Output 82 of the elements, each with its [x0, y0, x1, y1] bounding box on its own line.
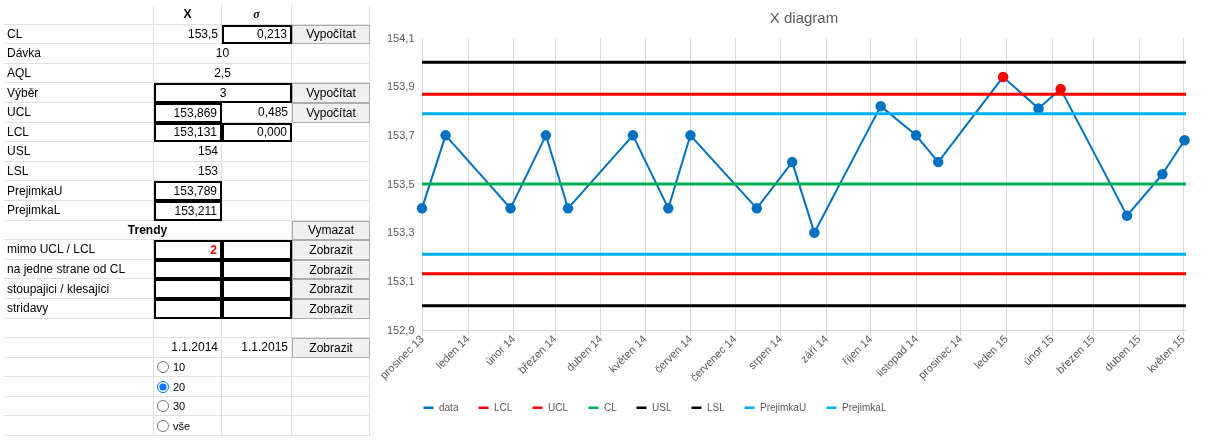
point	[562, 203, 574, 214]
y-tick-label: 153,5	[386, 177, 415, 190]
text: 154	[154, 142, 222, 162]
text: 10	[154, 44, 292, 64]
text: Výběr	[4, 83, 154, 103]
y-tick-label: 152,9	[386, 323, 415, 336]
text: UCL	[4, 102, 154, 123]
legend-label: USL	[652, 401, 672, 413]
text: PrejimkaL	[4, 200, 154, 221]
text: 20	[172, 380, 186, 393]
text: Vymazat	[292, 220, 370, 241]
text: 1.1.2015	[222, 338, 292, 358]
text: 153,869	[154, 102, 222, 123]
text: Zobrazit	[292, 240, 370, 260]
y-tick-label: 153,9	[386, 80, 415, 93]
text: Zobrazit	[292, 298, 370, 319]
legend-label: PrejimkaU	[760, 401, 807, 413]
point	[685, 130, 696, 141]
point	[440, 130, 451, 141]
text: 0,213	[222, 24, 292, 45]
text: Vypočítat	[292, 83, 370, 103]
text: X	[154, 5, 222, 25]
text: Vypočítat	[292, 102, 370, 123]
point	[1121, 210, 1133, 221]
text: Vypočítat	[292, 24, 370, 45]
legend-label: LCL	[494, 401, 513, 413]
point	[416, 203, 428, 214]
text: 2,5	[154, 63, 292, 84]
legend-label: data	[439, 401, 459, 413]
y-tick-label: 154,1	[386, 31, 415, 44]
text: LSL	[4, 161, 154, 182]
text: LCL	[4, 122, 154, 143]
text: 0,485	[222, 102, 292, 123]
point	[1157, 169, 1168, 180]
y-tick-label: 153,3	[386, 226, 415, 239]
text: 10	[172, 360, 186, 373]
y-tick-label: 153,7	[386, 128, 415, 141]
text: Zobrazit	[292, 279, 370, 299]
text: USL	[4, 142, 154, 162]
text: 153,5	[154, 24, 222, 45]
text: vše	[172, 419, 191, 432]
text: mimo UCL / LCL	[4, 240, 154, 260]
text: 153	[154, 161, 222, 182]
text: 153,131	[154, 122, 222, 143]
text: stoupajici / klesajici	[4, 279, 154, 299]
legend-label: CL	[604, 401, 618, 413]
text: Dávka	[4, 44, 154, 64]
text: 153,789	[154, 181, 222, 201]
text: na jedne strane od CL	[4, 259, 154, 280]
point	[751, 203, 763, 214]
text: CL	[4, 24, 154, 45]
point	[627, 130, 639, 141]
x-tick-label: září 14	[797, 332, 831, 365]
text: 30	[172, 400, 186, 413]
text: Zobrazit	[292, 259, 370, 280]
text: 1.1.2014	[154, 338, 222, 358]
text: 0,000	[222, 122, 292, 143]
point	[663, 203, 674, 214]
y-tick-label: 153,1	[386, 274, 415, 287]
text: Trendy	[4, 220, 292, 241]
text: 3	[154, 83, 292, 103]
text: 153,211	[154, 200, 222, 221]
point	[997, 71, 1009, 83]
text: stridavy	[4, 298, 154, 319]
text: AQL	[4, 63, 154, 84]
legend-label: PrejimkaL	[842, 401, 887, 413]
text: 2	[154, 240, 222, 260]
legend-label: LSL	[707, 401, 726, 413]
text: Zobrazit	[292, 338, 370, 358]
legend-label: UCL	[548, 401, 569, 413]
point	[505, 203, 516, 214]
point	[786, 156, 798, 168]
x-tick-label: říjen 14	[839, 332, 875, 367]
point	[1179, 134, 1190, 146]
point	[540, 130, 552, 141]
point	[875, 100, 886, 112]
point	[910, 130, 922, 141]
point	[932, 156, 944, 168]
point	[809, 227, 820, 238]
text: σ	[222, 5, 292, 25]
text: PrejimkaU	[4, 181, 154, 201]
chart-title: X diagram	[769, 9, 839, 26]
